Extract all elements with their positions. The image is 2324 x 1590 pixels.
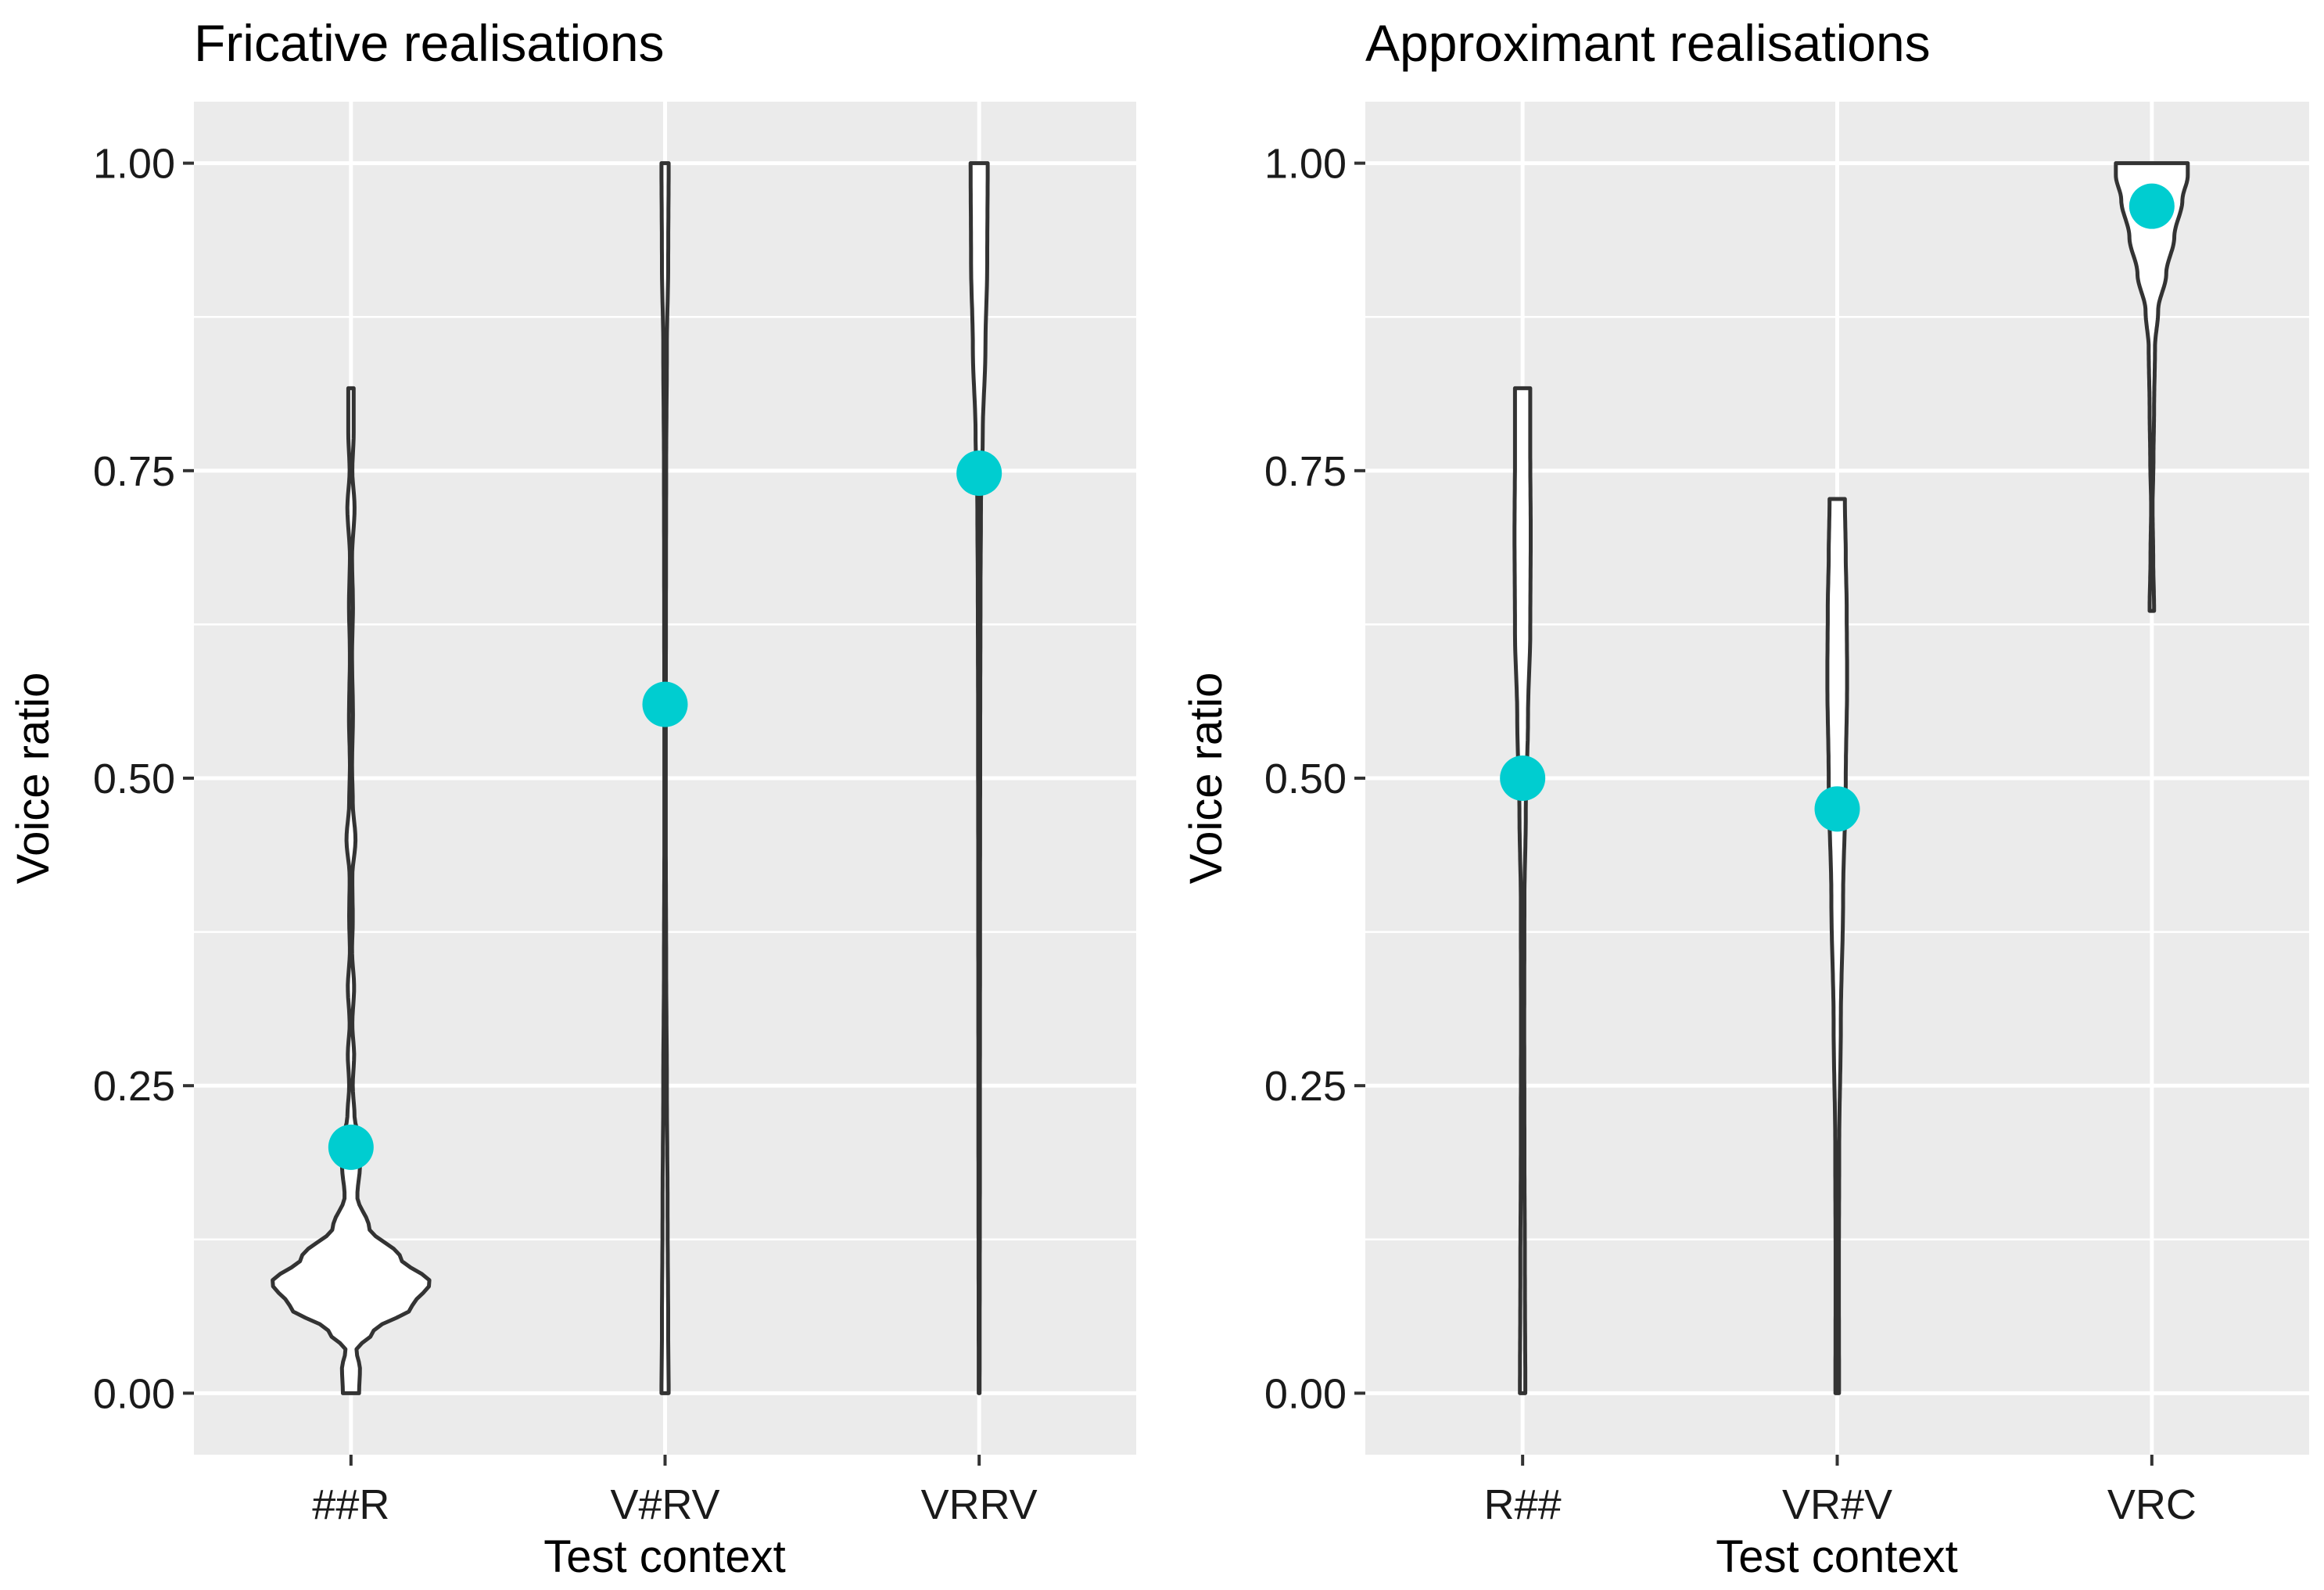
panel-approximant: 0.00 0.25 0.50 0.75 1.00 R## VR#V VRC Approxim… bbox=[1181, 14, 2309, 1582]
x-axis: R## VR#V VRC bbox=[1484, 1455, 2197, 1528]
violin-VRRV bbox=[968, 161, 990, 1395]
y-tick-label: 0.75 bbox=[93, 448, 175, 495]
panel-fricative: 0.00 0.25 0.50 0.75 1.00 ##R V#RV VRRV Fricati… bbox=[8, 14, 1136, 1582]
y-tick-label: 0.75 bbox=[1264, 448, 1347, 495]
chart-title: Approximant realisations bbox=[1365, 14, 1931, 72]
violin-V#RV bbox=[659, 161, 671, 1395]
x-tick-label: R## bbox=[1484, 1481, 1562, 1528]
mean-points bbox=[1500, 183, 2175, 832]
x-tick-label: V#RV bbox=[610, 1481, 719, 1528]
mean-point bbox=[1500, 756, 1546, 801]
violin-VR#V bbox=[1825, 497, 1849, 1395]
mean-point bbox=[956, 450, 1002, 496]
y-tick-label: 0.50 bbox=[93, 756, 175, 802]
y-axis-label: Voice ratio bbox=[8, 673, 59, 885]
x-axis-label: Test context bbox=[543, 1531, 785, 1582]
mean-point bbox=[1814, 786, 1860, 832]
y-tick-label: 0.00 bbox=[1264, 1370, 1347, 1417]
mean-points bbox=[328, 450, 1002, 1170]
y-tick-label: 1.00 bbox=[93, 141, 175, 188]
mean-point bbox=[642, 681, 688, 727]
x-axis-label: Test context bbox=[1716, 1531, 1957, 1582]
violins bbox=[1512, 161, 2190, 1395]
chart-title: Fricative realisations bbox=[194, 14, 665, 72]
violin-VRC bbox=[2114, 161, 2190, 613]
y-tick-label: 0.00 bbox=[93, 1370, 175, 1417]
x-tick-label: ##R bbox=[312, 1481, 389, 1528]
violin-R## bbox=[1512, 386, 1533, 1395]
y-tick-label: 0.50 bbox=[1264, 756, 1347, 802]
y-axis-label: Voice ratio bbox=[1181, 673, 1232, 885]
y-tick-label: 0.25 bbox=[1264, 1063, 1347, 1110]
y-axis: 0.00 0.25 0.50 0.75 1.00 bbox=[93, 141, 194, 1417]
y-tick-label: 0.25 bbox=[93, 1063, 175, 1110]
x-tick-label: VRC bbox=[2107, 1481, 2197, 1528]
x-tick-label: VR#V bbox=[1782, 1481, 1892, 1528]
x-tick-label: VRRV bbox=[921, 1481, 1038, 1528]
y-axis: 0.00 0.25 0.50 0.75 1.00 bbox=[1264, 141, 1365, 1417]
violins bbox=[271, 161, 990, 1395]
mean-point bbox=[2129, 183, 2175, 229]
y-tick-label: 1.00 bbox=[1264, 141, 1347, 188]
x-axis: ##R V#RV VRRV bbox=[312, 1455, 1038, 1528]
violin-##R bbox=[271, 386, 432, 1395]
mean-point bbox=[328, 1124, 374, 1170]
